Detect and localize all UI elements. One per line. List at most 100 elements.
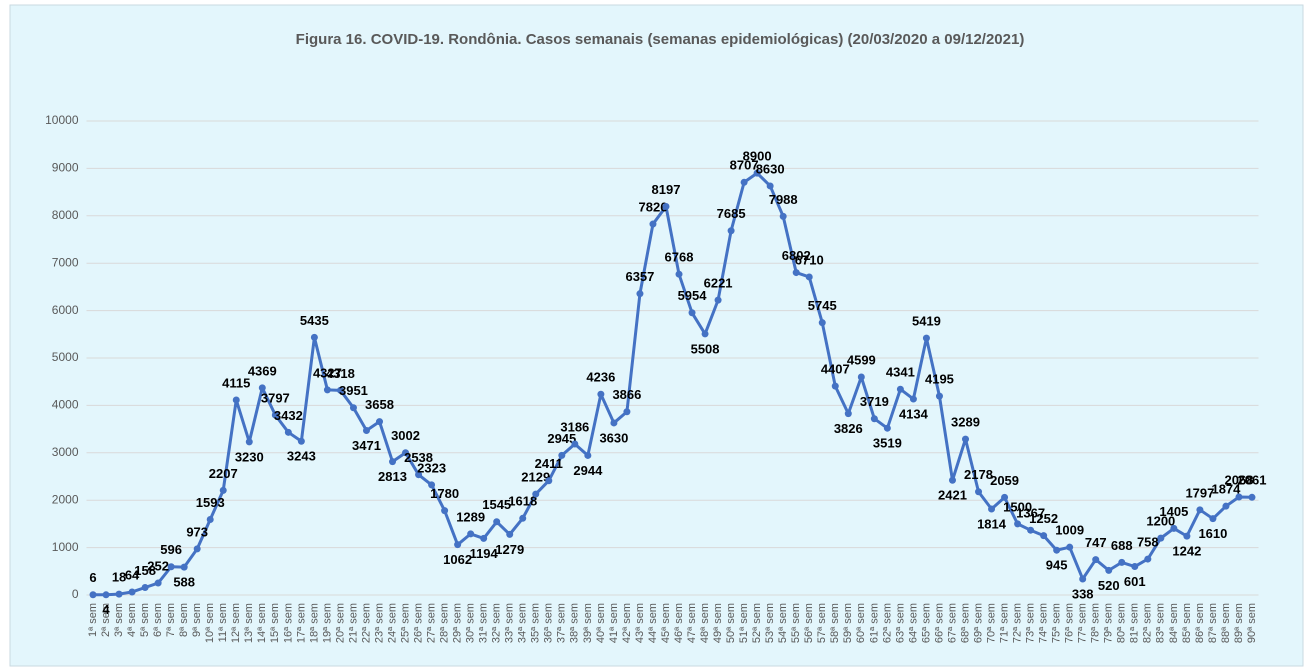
data-point (1209, 515, 1217, 523)
data-point (545, 477, 553, 485)
data-label: 5954 (678, 288, 708, 303)
data-point (141, 584, 149, 592)
data-point (219, 486, 227, 494)
data-point (89, 591, 97, 599)
y-tick-label: 7000 (52, 255, 79, 269)
data-label: 6221 (704, 276, 733, 291)
data-label: 3658 (365, 397, 394, 412)
x-tick-label: 79ª sem (1103, 603, 1115, 643)
data-point (271, 411, 279, 419)
x-tick-label: 24ª sem (386, 603, 398, 643)
data-label: 2068 (1225, 472, 1254, 487)
x-tick-label: 13ª sem (243, 603, 255, 643)
x-tick-label: 80ª sem (1116, 603, 1128, 643)
data-point (714, 296, 722, 304)
data-point (753, 169, 761, 177)
x-tick-label: 25ª sem (399, 603, 411, 643)
y-tick-label: 6000 (52, 303, 79, 317)
x-tick-label: 90ª sem (1246, 603, 1258, 643)
data-label: 2207 (209, 466, 238, 481)
data-label: 2421 (938, 488, 967, 503)
data-point (1131, 563, 1139, 571)
data-point (310, 333, 318, 341)
data-label: 1252 (1029, 511, 1058, 526)
x-tick-label: 22ª sem (360, 603, 372, 643)
x-tick-label: 64ª sem (907, 603, 919, 643)
data-point (519, 514, 527, 522)
data-label: 1405 (1159, 504, 1188, 519)
x-tick-label: 63ª sem (894, 603, 906, 643)
x-tick-label: 32ª sem (491, 603, 503, 643)
data-label: 4 (102, 602, 110, 617)
data-point (857, 373, 865, 381)
x-tick-label: 57ª sem (816, 603, 828, 643)
data-point (1170, 524, 1178, 532)
data-label: 64 (125, 567, 140, 582)
data-point (193, 545, 201, 553)
data-label: 5745 (808, 298, 837, 313)
data-label: 5419 (912, 314, 941, 329)
data-point (792, 269, 800, 277)
data-point (167, 563, 175, 571)
data-point (1027, 526, 1035, 534)
x-tick-label: 65ª sem (920, 603, 932, 643)
x-tick-label: 43ª sem (634, 603, 646, 643)
x-tick-label: 23ª sem (373, 603, 385, 643)
data-label: 7988 (769, 192, 798, 207)
y-tick-label: 3000 (52, 445, 79, 459)
data-point (740, 178, 748, 186)
data-point (376, 418, 383, 426)
x-tick-label: 72ª sem (1011, 603, 1023, 643)
data-label: 18 (112, 570, 126, 585)
data-point (558, 451, 566, 459)
data-label: 1279 (495, 542, 524, 557)
data-label: 3289 (951, 415, 980, 430)
data-label: 5508 (691, 341, 720, 356)
x-tick-label: 10ª sem (204, 603, 216, 643)
data-point (1235, 493, 1243, 501)
data-label: 8630 (756, 161, 785, 176)
x-tick-label: 62ª sem (881, 603, 893, 643)
data-point (297, 437, 305, 445)
data-point (870, 415, 878, 423)
x-tick-label: 46ª sem (673, 603, 685, 643)
data-label: 3186 (560, 419, 589, 434)
data-label: 6802 (782, 248, 811, 263)
x-tick-label: 53ª sem (764, 603, 776, 643)
y-tick-label: 9000 (52, 161, 79, 175)
x-tick-label: 36ª sem (543, 603, 555, 643)
data-point (623, 408, 631, 416)
data-label: 4407 (821, 362, 850, 377)
data-label: 5435 (300, 313, 329, 328)
x-tick-label: 88ª sem (1220, 603, 1232, 643)
data-point (245, 438, 253, 446)
x-tick-label: 55ª sem (790, 603, 802, 643)
x-tick-label: 61ª sem (868, 603, 880, 643)
data-point (896, 385, 904, 393)
data-label: 688 (1111, 538, 1133, 553)
data-point (1040, 532, 1048, 540)
data-label: 3630 (599, 430, 628, 445)
data-point (506, 530, 514, 538)
data-label: 596 (160, 542, 182, 557)
x-tick-label: 35ª sem (530, 603, 542, 643)
data-point (232, 396, 240, 404)
data-point (1118, 558, 1126, 566)
data-point (402, 449, 410, 457)
data-label: 520 (1098, 578, 1120, 593)
x-tick-label: 51ª sem (738, 603, 750, 643)
data-label: 2411 (535, 456, 563, 471)
x-tick-label: 9ª sem (191, 603, 203, 637)
data-label: 1062 (443, 552, 472, 567)
data-point (688, 309, 696, 317)
data-label: 2944 (573, 463, 603, 478)
data-label: 1797 (1185, 485, 1214, 500)
data-point (128, 588, 136, 596)
x-tick-label: 40ª sem (595, 603, 607, 643)
data-point (441, 507, 449, 515)
data-label: 2178 (964, 467, 993, 482)
x-tick-label: 8ª sem (178, 603, 190, 637)
x-tick-label: 26ª sem (412, 603, 424, 643)
x-tick-label: 19ª sem (321, 603, 333, 643)
x-tick-label: 18ª sem (308, 603, 320, 643)
